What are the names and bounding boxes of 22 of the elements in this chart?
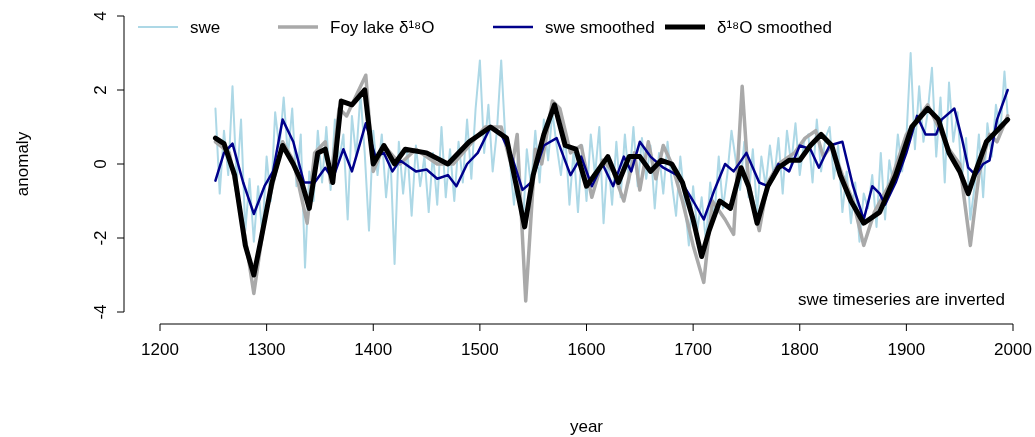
x-tick-label: 1400 [354,340,393,359]
legend-label: δ¹⁸O smoothed [717,18,832,37]
x-tick-label: 1700 [674,340,713,359]
x-tick-label: 1900 [887,340,926,359]
y-tick-label: 4 [91,11,110,21]
x-axis-title: year [569,417,604,436]
annotation: swe timeseries are inverted [798,290,1005,309]
legend-label: Foy lake δ¹⁸O [330,18,435,37]
y-axis-title: anomaly [13,131,32,197]
y-tick-label: -2 [91,230,110,246]
x-tick-label: 2000 [994,340,1032,359]
line-series [214,52,1009,269]
y-tick-label: -4 [91,304,110,320]
y-tick-label: 2 [91,85,110,95]
y-tick-label: 0 [91,159,110,169]
x-tick-label: 1500 [460,340,499,359]
x-tick-label: 1800 [780,340,819,359]
x-tick-label: 1600 [567,340,606,359]
x-tick-label: 1200 [141,340,179,359]
x-tick-label: 1300 [247,340,286,359]
legend-label: swe smoothed [545,18,655,37]
legend-label: swe [190,18,221,37]
